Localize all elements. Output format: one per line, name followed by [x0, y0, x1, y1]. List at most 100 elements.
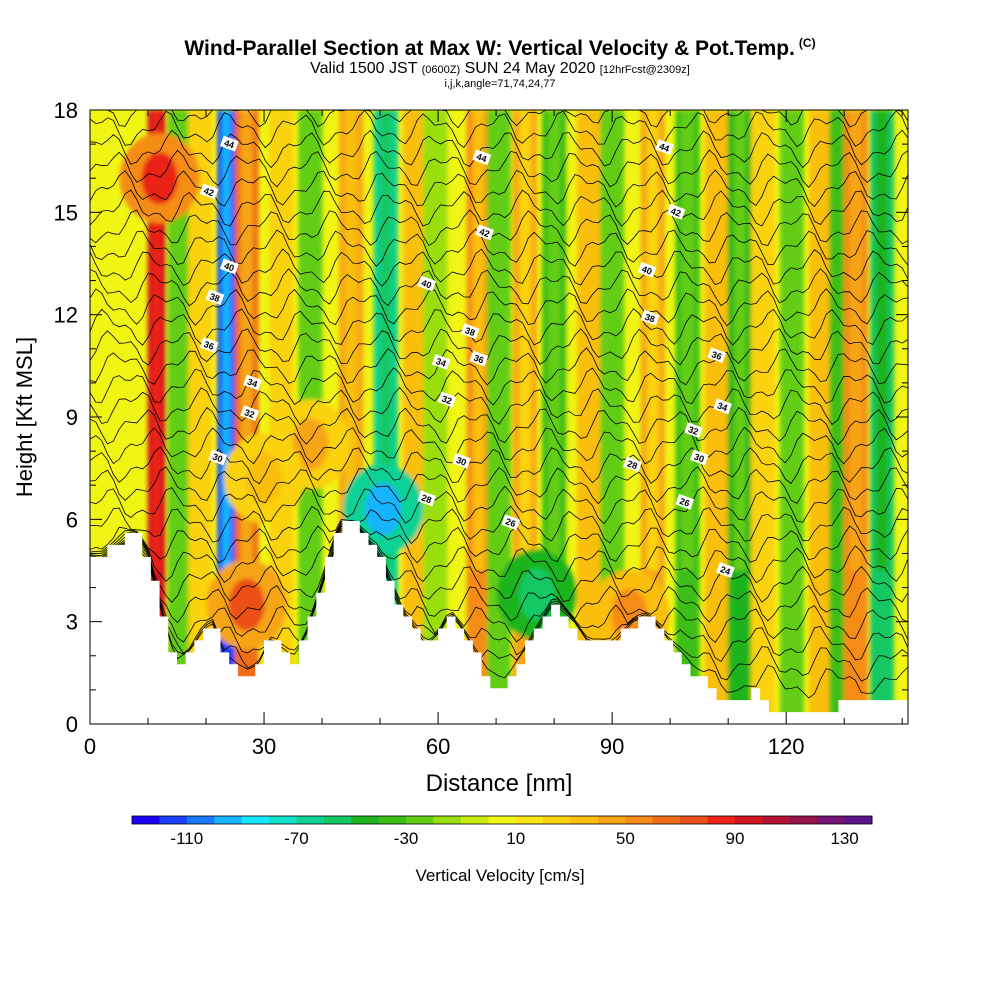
contour-labels: 44 42 40 38 36 34 32 30 44 42 40 38 36 34 32 30 28 26 44 42… [199, 135, 735, 578]
contour-label-text: 42 [202, 185, 215, 198]
y-tick-label: 12 [54, 303, 78, 328]
theta-contour-line [90, 522, 908, 584]
theta-contour-line [90, 228, 908, 267]
contour-label: 34 [431, 354, 451, 370]
w-blob-core [228, 578, 265, 631]
contour-label-text: 40 [223, 260, 236, 273]
contour-label: 40 [219, 258, 239, 275]
chart-title: Wind-Parallel Section at Max W: Vertical… [0, 36, 1000, 61]
theta-contour-line [90, 529, 908, 663]
colorbar-swatch [214, 816, 243, 824]
theta-contour-line [90, 532, 908, 682]
chart-title-text: Wind-Parallel Section at Max W: Vertical… [184, 37, 795, 60]
colorbar-swatch [515, 816, 544, 824]
w-column-core [646, 110, 659, 571]
subtitle-date: SUN 24 May 2020 [464, 60, 596, 77]
theta-contour-line [90, 386, 908, 426]
contour-label-text: 34 [716, 400, 729, 413]
theta-contour-line [90, 110, 908, 129]
colorbar-swatch [132, 816, 160, 824]
contour-label: 30 [452, 452, 471, 469]
colorbar-swatch [734, 816, 763, 824]
theta-contour-line [90, 248, 908, 287]
colorbar-tick-label: -110 [170, 829, 203, 848]
colorbar-swatch [488, 816, 517, 824]
x-tick-label: 0 [84, 734, 96, 759]
contour-label-box [452, 452, 471, 469]
contour-label-box [417, 490, 437, 507]
contour-label-box [713, 398, 732, 415]
contour-label-box [716, 562, 735, 578]
contour-label-text: 34 [435, 356, 448, 369]
colorbar-swatch [323, 816, 352, 824]
theta-contour-line [90, 485, 908, 525]
contour-label-box [469, 350, 489, 367]
chart-subtitle: Valid 1500 JST (0600Z) SUN 24 May 2020 [… [0, 60, 1000, 78]
theta-contour-line [90, 308, 908, 346]
theta-contours [90, 110, 908, 699]
colorbar-label: Vertical Velocity [cm/s] [415, 866, 584, 885]
contour-label-text: 40 [640, 264, 653, 277]
contour-label: 44 [219, 135, 239, 152]
colorbar-swatch [186, 816, 215, 824]
theta-contour-line [90, 406, 908, 446]
contour-label-box [219, 135, 239, 152]
colorbar-swatch [378, 816, 407, 824]
contour-label: 42 [475, 224, 495, 241]
contour-label-text: 36 [202, 339, 215, 352]
contour-label-box [199, 183, 219, 200]
theta-contour-line [90, 288, 908, 327]
colorbar-swatch [789, 816, 818, 824]
colorbar-swatch [543, 816, 572, 824]
colorbar-swatch [241, 816, 270, 824]
colorbar-swatch [570, 816, 599, 824]
colorbar-swatch [707, 816, 736, 824]
y-tick-label: 3 [66, 610, 78, 635]
contour-label: 42 [199, 183, 219, 200]
contour-label-box [240, 405, 260, 422]
contour-label: 38 [640, 309, 660, 326]
theta-contour-line [90, 268, 908, 307]
contour-label-box [437, 391, 457, 408]
contour-label-text: 42 [669, 206, 682, 219]
colorbar-swatch [844, 816, 873, 824]
y-tick-label: 6 [66, 507, 78, 532]
contour-label: 26 [675, 493, 695, 510]
contour-label-box [431, 354, 451, 370]
theta-contour-line [90, 347, 908, 386]
contour-label-box [475, 224, 495, 241]
theta-contour-line [90, 169, 908, 208]
contour-label-text: 24 [719, 564, 732, 577]
y-axis-label: Height [Kft MSL] [12, 337, 37, 497]
contour-label-box [675, 493, 695, 510]
contour-label-text: 44 [658, 141, 671, 154]
theta-contour-line [90, 446, 908, 485]
plot-area: 44 42 40 38 36 34 32 30 44 42 40 38 36 34 32 30 28 26 44 42… [90, 110, 908, 724]
contour-label: 34 [713, 398, 732, 415]
contour-label: 24 [716, 562, 735, 578]
contour-label-box [623, 456, 642, 473]
contour-label: 44 [472, 149, 492, 166]
contour-label: 36 [199, 337, 219, 353]
subtitle-forecast: [12hrFcst@2309z] [599, 64, 690, 76]
contour-label: 30 [208, 449, 228, 466]
x-tick-label: 90 [600, 734, 624, 759]
contour-label: 40 [637, 261, 657, 278]
contour-label: 40 [417, 275, 437, 292]
colorbar-swatch [159, 816, 188, 824]
contour-label-text: 30 [211, 451, 224, 464]
contour-label-box [689, 449, 709, 466]
contour-label: 42 [666, 203, 686, 220]
contour-label: 38 [205, 289, 225, 306]
contour-label-box [208, 449, 228, 466]
contour-label: 28 [623, 456, 642, 473]
theta-contour-line [90, 466, 908, 505]
w-column [487, 110, 511, 724]
contour-label-text: 38 [208, 291, 221, 304]
theta-contour-line [90, 524, 908, 603]
colorbar: -110 -70 -30 10 50 90 130 [131, 815, 873, 848]
subtitle-utc: (0600Z) [421, 64, 461, 76]
contour-label-text: 40 [420, 278, 433, 291]
